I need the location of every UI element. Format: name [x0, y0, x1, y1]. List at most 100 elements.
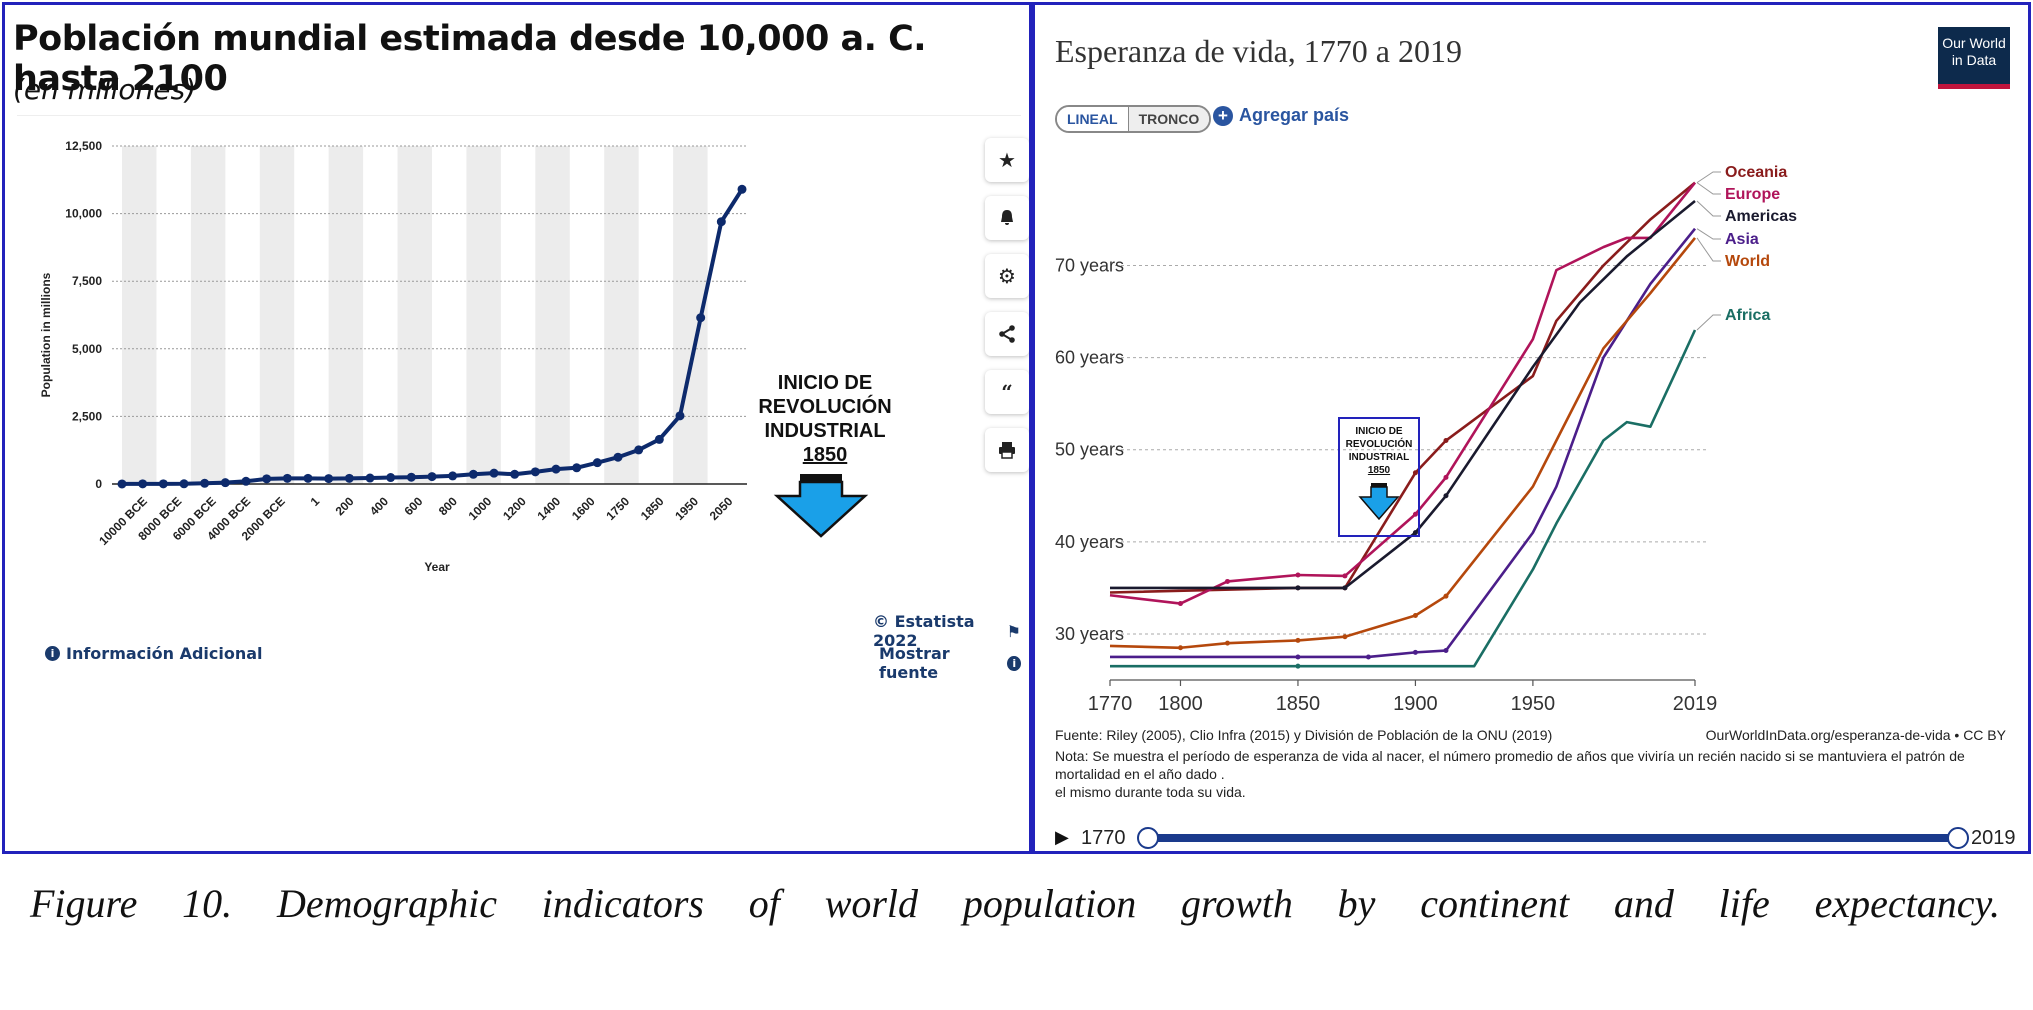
data-point — [572, 463, 582, 473]
annotation-line: INICIO DE — [777, 372, 873, 394]
data-point — [179, 479, 189, 489]
data-point — [406, 472, 416, 482]
x-axis-title: Year — [424, 560, 450, 574]
plus-icon: + — [1213, 105, 1233, 126]
data-point — [1224, 640, 1230, 646]
grid-band — [535, 146, 570, 484]
data-point — [386, 473, 396, 483]
x-tick-label: 800 — [436, 494, 460, 518]
annotation-year: 1850 — [1367, 465, 1391, 476]
info-icon: i — [1007, 655, 1021, 671]
quote-icon[interactable]: “ — [985, 370, 1029, 414]
data-point — [1412, 613, 1418, 619]
grid-band — [328, 146, 364, 484]
figure-caption: Figure 10. Demographic indicators of wor… — [30, 881, 2000, 926]
source-url[interactable]: OurWorldInData.org/esperanza-de-vida • C… — [1705, 727, 2006, 743]
grid-band — [466, 146, 501, 484]
data-point — [510, 469, 520, 479]
data-point — [1443, 474, 1449, 480]
info-link[interactable]: i Información Adicional — [45, 644, 263, 663]
legend-label-oceania: Oceania — [1725, 164, 1787, 181]
x-tick-label: 400 — [367, 494, 391, 518]
x-tick-label: 1800 — [1158, 693, 1203, 715]
data-point — [1295, 585, 1301, 591]
data-point — [696, 313, 706, 323]
data-point — [1177, 601, 1183, 607]
add-country-label: Agregar país — [1239, 105, 1350, 125]
data-point — [1224, 578, 1230, 584]
legend-label-asia: Asia — [1725, 231, 1759, 248]
data-point — [613, 452, 623, 462]
annotation-line: REVOLUCIÓN — [758, 396, 892, 418]
data-point — [1342, 634, 1348, 640]
data-point — [1412, 530, 1418, 536]
grid-band — [397, 146, 432, 484]
data-point — [303, 473, 313, 483]
bell-icon[interactable] — [985, 196, 1029, 240]
data-point — [1295, 663, 1301, 669]
x-tick-label: 1770 — [1088, 693, 1133, 715]
life-expectancy-panel: Esperanza de vida, 1770 a 2019 Our World… — [1032, 2, 2031, 854]
credit-text: © Estatista 2022 — [873, 612, 975, 650]
note-line: Nota: Se muestra el período de esperanza… — [1055, 748, 1965, 782]
y-tick-label: 7,500 — [72, 274, 102, 288]
x-tick-label: 1000 — [466, 494, 495, 523]
timeline-end: 2019 — [1971, 827, 2016, 849]
info-link-label: Información Adicional — [66, 644, 263, 663]
data-point — [675, 411, 685, 421]
series-line-africa — [1110, 329, 1697, 668]
x-tick-label: 1 — [308, 494, 323, 509]
log-toggle[interactable]: TRONCO — [1128, 107, 1210, 131]
show-source-label: Mostrar fuente — [879, 644, 950, 682]
legend-label-africa: Africa — [1725, 307, 1770, 324]
star-icon[interactable]: ★ — [985, 138, 1029, 182]
annotation-line: INICIO DE — [1355, 426, 1403, 437]
y-tick-label: 60 years — [1055, 348, 1124, 368]
x-tick-label: 600 — [401, 494, 425, 518]
scale-toggle[interactable]: LINEAL TRONCO — [1055, 105, 1212, 133]
y-tick-label: 2,500 — [72, 409, 102, 423]
industrial-revolution-box: INICIO DE REVOLUCIÓN INDUSTRIAL 1850 — [1338, 417, 1420, 537]
note-text: Nota: Se muestra el período de esperanza… — [1055, 747, 2015, 801]
estatista-credit[interactable]: © Estatista 2022 ⚑ — [873, 612, 1021, 650]
x-tick-label: 1950 — [672, 494, 701, 523]
note-line: el mismo durante toda su vida. — [1055, 784, 1246, 800]
y-tick-label: 10,000 — [65, 207, 102, 221]
timeline-end-handle[interactable] — [1947, 827, 1969, 849]
data-point — [1342, 585, 1348, 591]
data-point — [241, 476, 251, 486]
data-point — [716, 217, 726, 227]
timeline-slider[interactable]: ▶ 1770 2019 — [1055, 825, 2016, 851]
grid-band — [604, 146, 639, 484]
show-source-link[interactable]: Mostrar fuente i — [879, 644, 1021, 682]
print-icon[interactable] — [985, 428, 1029, 472]
x-tick-label: 200 — [333, 494, 357, 518]
data-point — [1365, 654, 1371, 660]
x-tick-label: 1400 — [535, 494, 564, 523]
data-point — [1295, 637, 1301, 643]
timeline-start-handle[interactable] — [1137, 827, 1159, 849]
population-panel: Población mundial estimada desde 10,000 … — [2, 2, 1032, 854]
timeline-track[interactable] — [1145, 834, 1955, 842]
x-tick-label: 1600 — [569, 494, 598, 523]
legend-leader — [1696, 237, 1721, 262]
data-point — [737, 184, 747, 194]
play-icon[interactable]: ▶ — [1055, 827, 1069, 848]
data-point — [365, 473, 375, 483]
gear-icon[interactable]: ⚙ — [985, 254, 1029, 298]
x-tick-label: 2050 — [707, 494, 736, 523]
info-icon: i — [45, 646, 60, 661]
data-point — [448, 471, 458, 481]
linear-toggle[interactable]: LINEAL — [1057, 107, 1129, 131]
data-point — [654, 434, 664, 444]
data-point — [592, 458, 602, 468]
timeline-start: 1770 — [1081, 827, 1126, 849]
life-expectancy-chart: 30 years 40 years 50 years 60 years 70 years… — [1055, 164, 1797, 715]
data-point — [282, 473, 292, 483]
share-icon[interactable] — [985, 312, 1029, 356]
add-country-button[interactable]: + Agregar país — [1213, 105, 1349, 126]
data-point — [468, 469, 478, 479]
population-chart-card: 0 2,500 5,000 7,500 10,000 12,500 10000 BCE 800… — [17, 115, 1029, 848]
data-point — [1295, 654, 1301, 660]
